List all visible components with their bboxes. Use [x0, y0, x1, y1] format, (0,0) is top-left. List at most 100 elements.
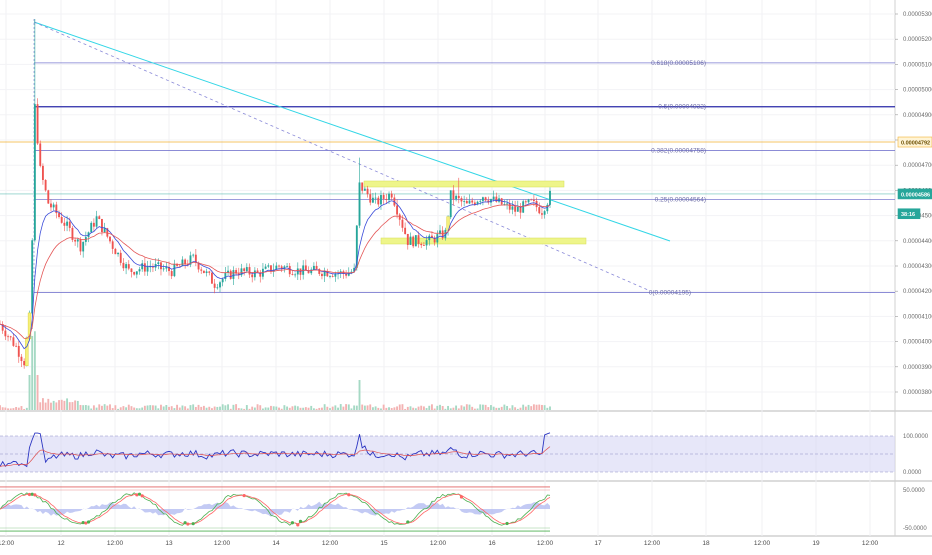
candle-body	[76, 239, 79, 242]
candle-body	[294, 274, 297, 276]
stoch-cross-dot	[27, 492, 32, 497]
volume-bar	[66, 398, 69, 410]
candle-body	[506, 203, 509, 205]
candle-body	[355, 225, 358, 268]
volume-bar	[192, 404, 195, 410]
candle-body	[495, 196, 498, 202]
rsi-panel: 100.0000 0.0000	[0, 432, 929, 476]
volume-bar	[103, 404, 106, 410]
candle-body	[176, 263, 179, 266]
candle-body	[549, 190, 551, 205]
candle-body	[9, 336, 12, 338]
candle-body	[457, 195, 460, 199]
volume-bar	[82, 405, 85, 410]
volume-bar	[369, 404, 372, 410]
volume-bar	[350, 408, 353, 410]
candle-body	[307, 270, 310, 274]
time-tick-label: 12:00	[214, 540, 231, 547]
volume-bar	[31, 335, 34, 410]
candle-body	[380, 195, 382, 205]
candle-body	[240, 268, 243, 276]
volume-bar	[109, 404, 111, 410]
volume-bar	[68, 402, 71, 410]
time-tick-label: 12:00	[644, 540, 661, 547]
volume-bar	[302, 407, 305, 410]
volume-bar	[371, 407, 374, 410]
volume-bar	[506, 405, 509, 410]
candle-body	[4, 330, 7, 337]
candle-body	[245, 267, 248, 272]
volume-bar	[106, 405, 109, 410]
candle-body	[425, 240, 428, 246]
price-badge-label: 0.00004792	[901, 141, 930, 147]
volume-bar	[288, 407, 291, 410]
candle-body	[165, 266, 168, 269]
candle-body	[189, 255, 192, 265]
time-tick-label: 13	[165, 540, 173, 547]
candle-body	[321, 273, 323, 277]
candle-body	[503, 203, 506, 205]
volume-bar	[304, 407, 307, 410]
volume-bar	[17, 407, 20, 410]
volume-bar	[23, 408, 26, 410]
volume-bar	[374, 406, 377, 410]
candle-body	[508, 203, 511, 210]
volume-bar	[165, 405, 168, 410]
volume-bar	[253, 407, 256, 410]
volume-bar	[404, 408, 407, 410]
volume-bar	[425, 408, 428, 410]
candle-body	[58, 213, 60, 217]
volume-bar	[275, 406, 278, 410]
candle-body	[524, 201, 527, 203]
candle-body	[420, 243, 423, 246]
volume-bar	[127, 404, 130, 410]
candle-body	[543, 211, 546, 215]
volume-bar	[189, 405, 192, 410]
volume-bar	[280, 408, 283, 410]
volume-bar	[272, 406, 275, 410]
candle-body	[326, 270, 329, 277]
volume-bar	[186, 408, 189, 410]
candle-body	[363, 188, 366, 191]
volume-bar	[261, 408, 264, 410]
candle-body	[522, 201, 525, 213]
volume-bar	[318, 407, 321, 410]
candle-body	[267, 265, 270, 267]
candle-body	[476, 201, 479, 205]
volume-bar	[286, 406, 289, 410]
fib-level-label: 0(0.00004195)	[649, 289, 691, 296]
candle-body	[291, 274, 294, 275]
candle-body	[350, 271, 353, 273]
volume-bar	[9, 408, 12, 410]
volume-bar	[433, 408, 436, 410]
candle-body	[479, 200, 482, 202]
candle-body	[130, 268, 133, 273]
volume-bar	[33, 331, 36, 410]
volume-bar	[358, 380, 361, 410]
candle-body	[162, 268, 165, 270]
price-badge	[897, 136, 932, 148]
fib-level-label: 0.5(0.00004932)	[658, 104, 706, 111]
candle-body	[347, 272, 350, 276]
price-tick-label: 0.00004200	[903, 289, 932, 295]
volume-bar	[251, 406, 254, 410]
support-zone	[380, 237, 587, 245]
volume-bar	[321, 407, 323, 410]
volume-bar	[312, 408, 315, 410]
volume-bar	[412, 407, 415, 410]
volume-bar	[208, 406, 211, 410]
volume-bar	[176, 404, 179, 410]
volume-bar	[101, 405, 103, 410]
volume-bar	[168, 406, 170, 410]
volume-bar	[388, 407, 390, 410]
stoch-cross-dot	[459, 495, 464, 499]
candle-body	[23, 361, 26, 366]
candle-body	[449, 190, 452, 218]
candle-body	[382, 195, 385, 199]
time-tick-label: 12:00	[537, 540, 554, 547]
volume-bar	[111, 408, 114, 410]
fib-layer: 0.618(0.00005106) 0.5(0.00004932) 0.382(0.…	[0, 19, 895, 296]
volume-bar	[490, 405, 492, 410]
volume-bar	[92, 405, 95, 410]
